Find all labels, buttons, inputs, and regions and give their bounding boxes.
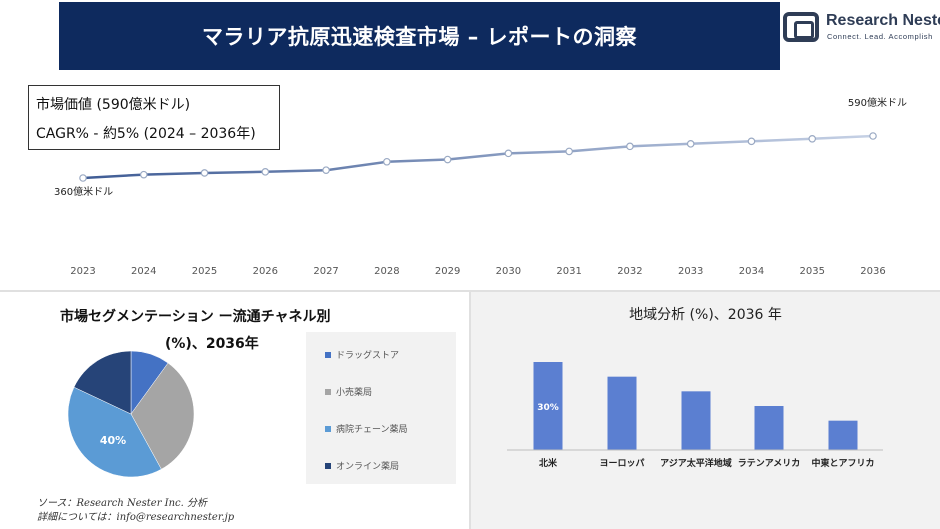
legend-item-retail: 小売薬局 bbox=[325, 385, 372, 398]
x-tick-label: 2035 bbox=[800, 266, 825, 277]
details-text: 詳細については：info@researchnester.jp bbox=[37, 512, 235, 523]
legend-swatch bbox=[325, 351, 331, 358]
source-text: ソース：Research Nester Inc. 分析 bbox=[37, 498, 208, 509]
x-tick-label: 2028 bbox=[374, 266, 399, 277]
x-tick-label: 2036 bbox=[860, 266, 885, 277]
line-point bbox=[808, 135, 817, 143]
line-point bbox=[869, 132, 877, 140]
start-value-label: 360億米ドル bbox=[54, 185, 113, 198]
bar-data-label: 30% bbox=[537, 403, 559, 413]
research-nester-logo: Research Nester Connect. Lead. Accomplis… bbox=[783, 10, 940, 46]
x-tick-label: 2024 bbox=[131, 266, 156, 277]
line-point bbox=[79, 174, 87, 182]
legend-label: 病院チェーン薬局 bbox=[336, 425, 408, 435]
bar-category-label: アジア太平洋地域 bbox=[660, 457, 732, 469]
pie-chart-title: 市場セグメンテーション ー流通チャネル別 bbox=[60, 309, 331, 325]
pie-slice bbox=[67, 386, 162, 478]
market-value-label: 市場価値 (590億米ドル) bbox=[36, 97, 191, 113]
line-point bbox=[686, 140, 695, 148]
kpi-box: 市場価値 (590億米ドル) CAGR% - 約5% (2024 – 2036年… bbox=[28, 85, 280, 150]
legend-swatch bbox=[325, 388, 331, 395]
line-point bbox=[200, 169, 209, 177]
bar bbox=[607, 376, 637, 450]
market-size-line-chart: 2023 2024 2025 2026 2027 2028 2029 2030 2031 2032… bbox=[54, 96, 907, 277]
bar-chart-title: 地域分析 (%)、2036 年 bbox=[629, 307, 782, 323]
x-tick-label: 2033 bbox=[678, 266, 703, 277]
source-note: ソース：Research Nester Inc. 分析 詳細については：info… bbox=[37, 497, 234, 525]
line-point bbox=[747, 137, 756, 146]
bar-category-label: ヨーロッパ bbox=[599, 457, 644, 469]
x-tick-label: 2023 bbox=[70, 266, 95, 277]
legend-swatch bbox=[325, 425, 331, 432]
legend-swatch bbox=[325, 462, 331, 469]
line-point bbox=[626, 142, 634, 151]
line-point bbox=[504, 149, 513, 158]
legend-item-drugstore: ドラッグストア bbox=[325, 348, 399, 361]
bar bbox=[681, 391, 711, 450]
line-point bbox=[565, 147, 573, 156]
title-banner: マラリア抗原迅速検査市場 – レポートの洞察 bbox=[59, 2, 780, 70]
line-point bbox=[443, 155, 452, 164]
line-point bbox=[322, 166, 330, 174]
bar-category-label: 中東とアフリカ bbox=[811, 457, 874, 469]
distribution-pie-chart: 40% bbox=[67, 350, 195, 478]
x-tick-label: 2027 bbox=[313, 266, 338, 277]
x-tick-label: 2031 bbox=[556, 266, 581, 277]
legend-label: 小売薬局 bbox=[336, 388, 373, 398]
logo-tagline: Connect. Lead. Accomplish bbox=[827, 32, 933, 41]
pie-slice bbox=[73, 350, 132, 415]
logo-mark-icon bbox=[783, 12, 819, 42]
end-value-label: 590億米ドル bbox=[848, 96, 907, 109]
x-tick-label: 2026 bbox=[253, 266, 278, 277]
bar-category-label: ラテンアメリカ bbox=[738, 458, 801, 469]
vertical-divider bbox=[469, 291, 471, 529]
bar bbox=[754, 406, 784, 450]
x-tick-label: 2030 bbox=[496, 266, 521, 277]
logo-name: Research Nester bbox=[826, 12, 940, 29]
pie-slice bbox=[130, 362, 195, 470]
line-point bbox=[139, 170, 148, 179]
cagr-label: CAGR% - 約5% (2024 – 2036年) bbox=[36, 126, 256, 142]
pie-data-label: 40% bbox=[100, 434, 126, 447]
regional-bar-chart: 北米 ヨーロッパ アジア太平洋地域 ラテンアメリカ 中東とアフリカ 30% bbox=[507, 362, 883, 469]
line-point bbox=[261, 168, 270, 176]
x-tick-label: 2025 bbox=[192, 266, 217, 277]
bar bbox=[828, 420, 858, 450]
page-title: マラリア抗原迅速検査市場 – レポートの洞察 bbox=[201, 25, 638, 49]
bar bbox=[533, 362, 563, 450]
x-tick-label: 2032 bbox=[617, 266, 642, 277]
pie-legend: ドラッグストア 小売薬局 病院チェーン薬局 オンライン薬局 bbox=[306, 332, 456, 484]
legend-item-hospital: 病院チェーン薬局 bbox=[325, 422, 408, 435]
x-tick-label: 2029 bbox=[435, 266, 460, 277]
legend-item-online: オンライン薬局 bbox=[325, 459, 399, 472]
line-point bbox=[383, 157, 391, 166]
x-tick-label: 2034 bbox=[739, 266, 764, 277]
legend-label: ドラッグストア bbox=[336, 351, 400, 361]
pie-chart-subtitle: (%)、2036年 bbox=[165, 336, 259, 352]
bar-category-label: 北米 bbox=[539, 457, 558, 469]
market-line bbox=[82, 134, 874, 180]
legend-label: オンライン薬局 bbox=[336, 462, 400, 472]
